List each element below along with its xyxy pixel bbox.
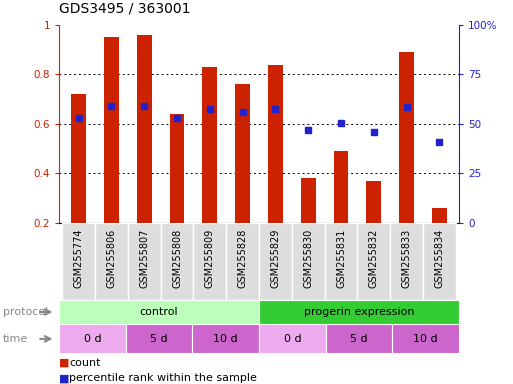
Text: GSM255831: GSM255831: [336, 229, 346, 288]
Bar: [161, 223, 193, 300]
Text: protocol: protocol: [3, 307, 48, 317]
Bar: [358, 223, 390, 300]
Bar: [203, 67, 217, 223]
Text: 10 d: 10 d: [413, 334, 438, 344]
Bar: [326, 324, 392, 353]
Bar: [192, 324, 259, 353]
Text: 0 d: 0 d: [84, 334, 101, 344]
Bar: [259, 324, 326, 353]
Text: GSM255832: GSM255832: [369, 229, 379, 288]
Bar: [71, 94, 86, 223]
Bar: [193, 223, 226, 300]
Bar: [62, 223, 95, 300]
Bar: [432, 208, 447, 223]
Bar: [126, 324, 192, 353]
Bar: [325, 223, 358, 300]
Text: 0 d: 0 d: [284, 334, 301, 344]
Text: GSM255833: GSM255833: [402, 229, 411, 288]
Text: 10 d: 10 d: [213, 334, 238, 344]
Bar: [59, 324, 126, 353]
Text: GSM255774: GSM255774: [74, 229, 84, 288]
Bar: [170, 114, 185, 223]
Bar: [301, 178, 315, 223]
Bar: [399, 52, 414, 223]
Bar: [259, 300, 459, 324]
Text: time: time: [3, 334, 28, 344]
Text: control: control: [140, 307, 179, 317]
Text: percentile rank within the sample: percentile rank within the sample: [69, 373, 257, 383]
Bar: [226, 223, 259, 300]
Text: GSM255829: GSM255829: [270, 229, 281, 288]
Text: 5 d: 5 d: [350, 334, 368, 344]
Text: GSM255834: GSM255834: [435, 229, 444, 288]
Text: GSM255828: GSM255828: [238, 229, 248, 288]
Bar: [390, 223, 423, 300]
Text: GSM255807: GSM255807: [139, 229, 149, 288]
Text: ■: ■: [59, 358, 69, 368]
Bar: [333, 151, 348, 223]
Bar: [268, 65, 283, 223]
Text: GSM255830: GSM255830: [303, 229, 313, 288]
Bar: [137, 35, 152, 223]
Bar: [235, 84, 250, 223]
Bar: [95, 223, 128, 300]
Bar: [104, 37, 119, 223]
Bar: [259, 223, 292, 300]
Text: GDS3495 / 363001: GDS3495 / 363001: [59, 2, 190, 16]
Text: progerin expression: progerin expression: [304, 307, 415, 317]
Bar: [423, 223, 456, 300]
Text: GSM255806: GSM255806: [107, 229, 116, 288]
Bar: [128, 223, 161, 300]
Bar: [366, 181, 381, 223]
Text: ■: ■: [59, 373, 69, 383]
Bar: [59, 300, 259, 324]
Text: count: count: [69, 358, 101, 368]
Text: 5 d: 5 d: [150, 334, 168, 344]
Bar: [292, 223, 325, 300]
Text: GSM255808: GSM255808: [172, 229, 182, 288]
Bar: [392, 324, 459, 353]
Text: GSM255809: GSM255809: [205, 229, 215, 288]
